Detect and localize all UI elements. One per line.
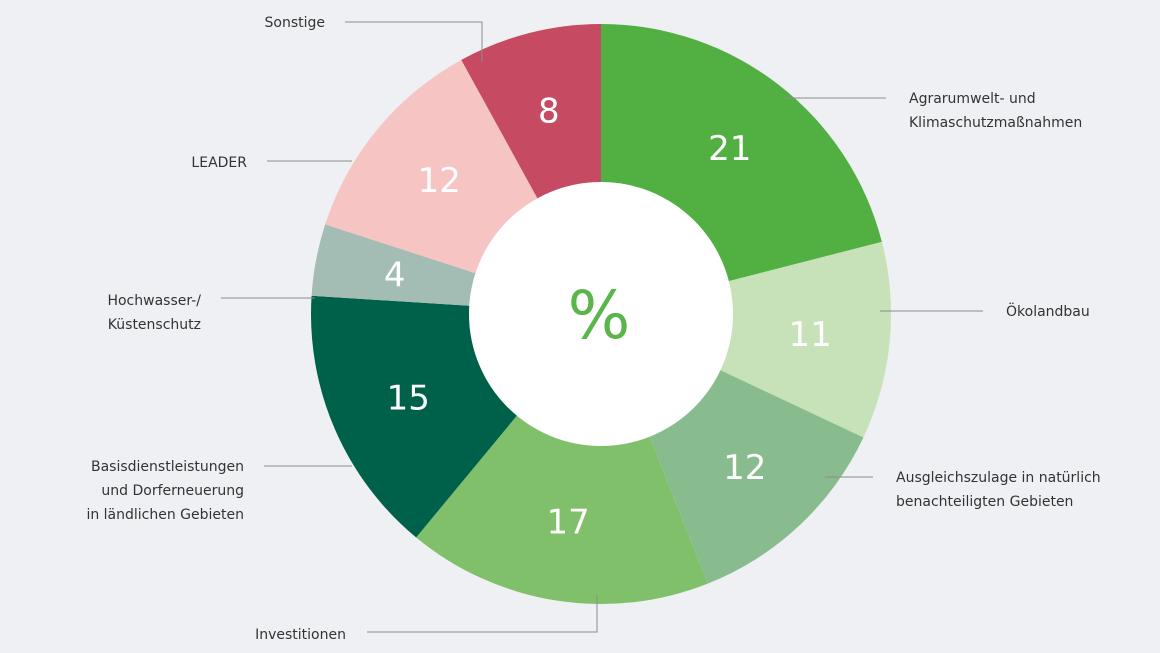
slice-value-label: 8: [538, 92, 560, 132]
leader-lines: [221, 21, 983, 633]
donut-slice: [416, 314, 708, 605]
slice-value-label: 12: [418, 161, 461, 201]
category-label-line: Hochwasser-/: [107, 293, 201, 309]
leader-line: [367, 595, 598, 633]
leader-line: [345, 21, 483, 62]
center-percent-symbol: %: [568, 277, 631, 354]
slice-category-label: Agrarumwelt- und Klimaschutzmaßnahmen: [909, 91, 1082, 131]
value-labels: 21 11 12 17 15 4 12 8: [384, 92, 832, 543]
category-label-line: Investitionen: [255, 627, 346, 643]
category-labels: Agrarumwelt- und Klimaschutzmaßnahmen Ökol…: [86, 15, 1100, 643]
category-label-line: und Dorferneuerung: [101, 483, 244, 499]
slice-value-label: 21: [708, 129, 751, 169]
slice-category-label: Ökolandbau: [1006, 302, 1090, 320]
slice-category-label: LEADER: [191, 155, 247, 171]
category-label-line: Küstenschutz: [108, 317, 201, 333]
slice-value-label: 4: [384, 256, 406, 296]
category-label-line: Ökolandbau: [1006, 302, 1090, 320]
slice-value-label: 11: [788, 315, 831, 355]
category-label-line: Klimaschutzmaßnahmen: [909, 115, 1082, 131]
slice-category-label: Hochwasser-/ Küstenschutz: [107, 293, 201, 333]
category-label-line: benachteiligten Gebieten: [896, 494, 1073, 510]
slice-value-label: 12: [723, 448, 766, 488]
category-label-line: in ländlichen Gebieten: [86, 507, 244, 523]
donut-slice: [601, 241, 892, 438]
category-label-line: Basisdienstleistungen: [91, 459, 244, 475]
slice-category-label: Ausgleichszulage in natürlich benachteili…: [896, 470, 1101, 510]
category-label-line: Agrarumwelt- und: [909, 91, 1036, 107]
category-label-line: LEADER: [191, 155, 247, 171]
slice-value-label: 17: [546, 502, 589, 542]
donut-center: [469, 182, 733, 446]
slice-category-label: Investitionen: [255, 627, 346, 643]
category-label-line: Ausgleichszulage in natürlich: [896, 470, 1101, 486]
category-label-line: Sonstige: [265, 15, 326, 31]
slice-category-label: Basisdienstleistungen und Dorferneuerung i…: [86, 459, 244, 523]
slice-category-label: Sonstige: [265, 15, 326, 31]
slice-value-label: 15: [387, 378, 430, 418]
